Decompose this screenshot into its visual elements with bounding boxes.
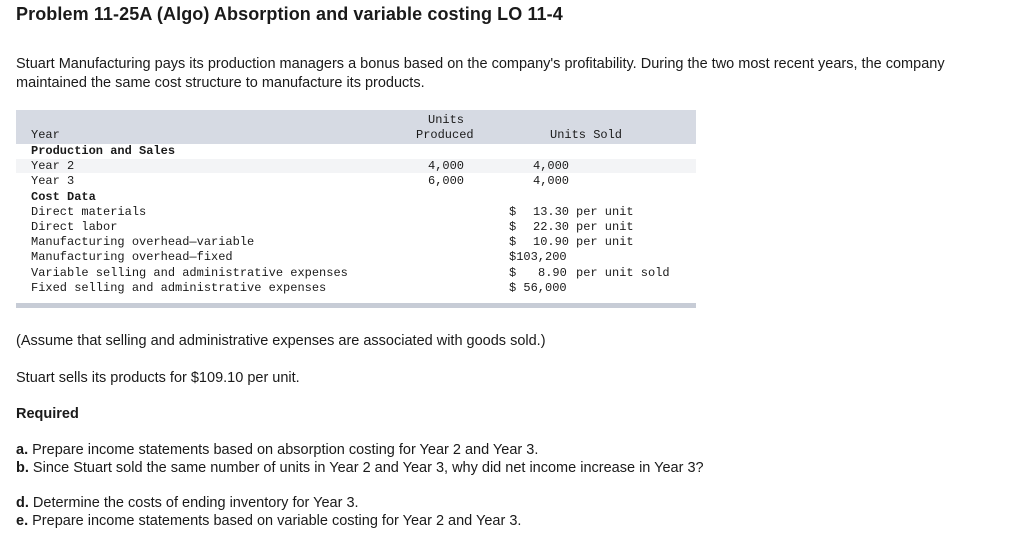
production-row-sold: 4,000 — [533, 174, 570, 188]
table-bottom-rule — [16, 303, 696, 308]
cost-row-label: Manufacturing overhead—variable — [31, 235, 255, 249]
requirement-text: Since Stuart sold the same number of uni… — [32, 460, 704, 476]
table-header-band — [16, 110, 696, 144]
cost-row-label: Direct labor — [31, 220, 118, 234]
header-units-sold: Units Sold — [550, 128, 623, 142]
requirement-item: b. Since Stuart sold the same number of … — [16, 459, 704, 478]
cost-row-unit: per unit sold — [576, 266, 670, 280]
production-row-label: Year 2 — [31, 159, 75, 173]
cost-row-currency: $ — [509, 266, 517, 280]
production-row-produced: 6,000 — [428, 174, 465, 188]
assumption-note: (Assume that selling and administrative … — [16, 333, 546, 349]
cost-row-amount: 8.90 — [538, 266, 567, 280]
cost-row-amount: $ 56,000 — [509, 281, 567, 295]
header-units-produced-line1: Units — [428, 113, 465, 127]
requirement-item: e. Prepare income statements based on va… — [16, 512, 521, 531]
cost-row-currency: $ — [509, 235, 517, 249]
cost-row-amount: 22.30 — [533, 220, 570, 234]
requirement-text: Prepare income statements based on absor… — [32, 442, 539, 458]
problem-title: Problem 11-25A (Algo) Absorption and var… — [16, 4, 563, 24]
requirement-letter: d. — [16, 495, 29, 511]
cost-row-unit: per unit — [576, 220, 634, 234]
requirement-letter: a. — [16, 442, 29, 458]
production-row-produced: 4,000 — [428, 159, 465, 173]
required-heading: Required — [16, 406, 79, 422]
cost-heading: Cost Data — [31, 190, 96, 204]
requirement-text: Prepare income statements based on varia… — [32, 513, 522, 529]
requirement-item: d. Determine the costs of ending invento… — [16, 494, 359, 513]
cost-row-currency: $ — [509, 220, 517, 234]
cost-row-label: Variable selling and administrative expe… — [31, 266, 348, 280]
production-heading: Production and Sales — [31, 144, 176, 158]
intro-paragraph: Stuart Manufacturing pays its production… — [16, 56, 945, 91]
production-row-sold: 4,000 — [533, 159, 570, 173]
requirement-letter: b. — [16, 460, 29, 476]
header-year: Year — [31, 128, 60, 142]
data-table: Year Units Produced Units Sold Productio… — [16, 110, 696, 308]
cost-row-amount: 10.90 — [533, 235, 570, 249]
requirement-text: Determine the costs of ending inventory … — [32, 495, 359, 511]
cost-row-amount: $103,200 — [509, 250, 567, 264]
production-row-label: Year 3 — [31, 174, 75, 188]
requirement-letter: e. — [16, 513, 29, 529]
cost-row-label: Fixed selling and administrative expense… — [31, 281, 327, 295]
cost-row-unit: per unit — [576, 205, 634, 219]
header-units-produced-line2: Produced — [416, 128, 474, 142]
cost-row-amount: 13.30 — [533, 205, 570, 219]
selling-price-note: Stuart sells its products for $109.10 pe… — [16, 370, 300, 386]
requirement-item: a. Prepare income statements based on ab… — [16, 441, 538, 460]
cost-row-label: Manufacturing overhead—fixed — [31, 250, 233, 264]
cost-row-currency: $ — [509, 205, 517, 219]
row-shade — [16, 159, 696, 173]
cost-row-label: Direct materials — [31, 205, 147, 219]
cost-row-unit: per unit — [576, 235, 634, 249]
